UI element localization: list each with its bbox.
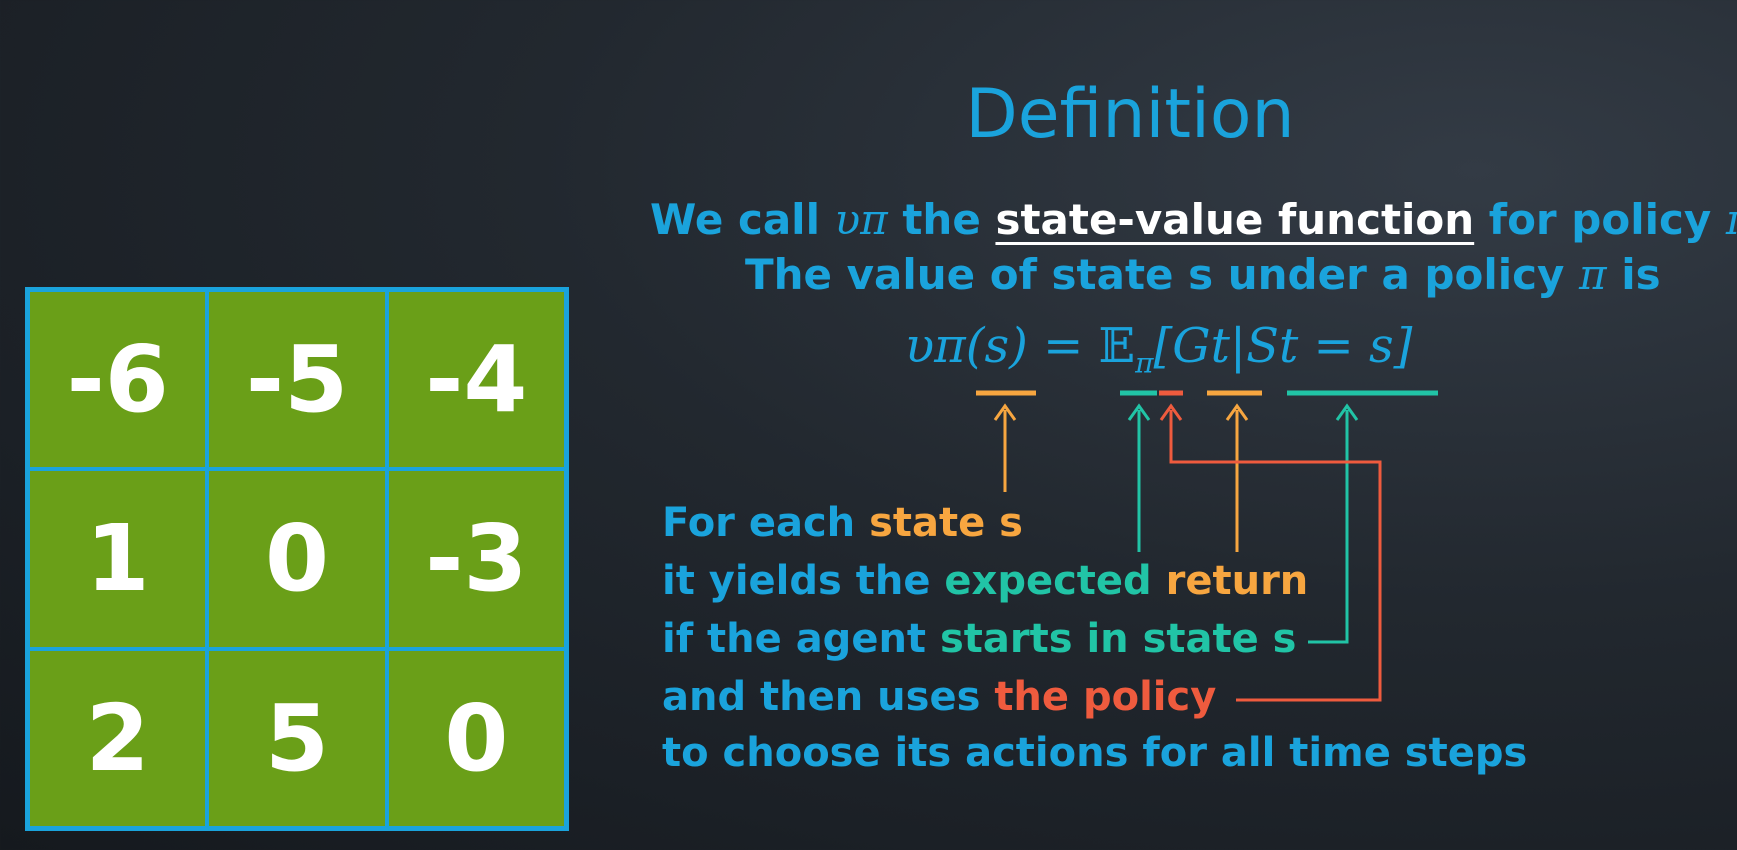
explanation-line-1: For each state s xyxy=(662,500,1023,546)
explanation-line-3: if the agent starts in state s xyxy=(662,616,1297,662)
arrow-the-policy xyxy=(1159,403,1382,702)
explanation-text: it yields the xyxy=(662,558,945,604)
definition-text: is xyxy=(1606,250,1661,299)
definition-line-1: We call υπ the state-value function for … xyxy=(650,195,1737,244)
value-grid: -6 -5 -4 1 0 -3 2 5 0 xyxy=(25,287,569,831)
explanation-line-5: to choose its actions for all time steps xyxy=(662,730,1528,776)
grid-cell: 1 xyxy=(28,469,208,649)
arrow-state xyxy=(993,403,1017,492)
arrow-expected xyxy=(1127,403,1151,552)
grid-cell: 2 xyxy=(28,648,208,828)
state-value-equation: υπ(s) = 𝔼π[Gt|St = s] xyxy=(905,318,1412,380)
equation-lhs: υπ(s) = xyxy=(905,318,1099,374)
arrow-return xyxy=(1225,403,1249,552)
explanation-text: and then uses xyxy=(662,674,995,720)
definition-text: for policy xyxy=(1474,195,1726,244)
grid-cell: -6 xyxy=(28,290,208,470)
value-symbol: υπ xyxy=(834,195,888,244)
grid-cell: 5 xyxy=(207,648,387,828)
grid-cell: -5 xyxy=(207,290,387,470)
slide-title: Definition xyxy=(965,75,1295,154)
explanation-text: For each xyxy=(662,500,870,546)
arrow-starts-in-state xyxy=(1308,403,1359,644)
definition-text: The value of state s under a policy xyxy=(745,250,1580,299)
state-value-function-term: state-value function xyxy=(995,195,1475,244)
highlight-starts-in-state: starts in state s xyxy=(939,616,1297,662)
equation-rhs: [Gt|St = s] xyxy=(1153,318,1413,374)
explanation-line-2: it yields the expected return xyxy=(662,558,1308,604)
definition-text: the xyxy=(887,195,996,244)
definition-line-2: The value of state s under a policy π is xyxy=(745,250,1661,299)
grid-cell: 0 xyxy=(207,469,387,649)
grid-cell: 0 xyxy=(386,648,566,828)
grid-cell: -3 xyxy=(386,469,566,649)
policy-symbol: π xyxy=(1726,195,1737,244)
grid-cell: -4 xyxy=(386,290,566,470)
highlight-state-s: state s xyxy=(869,500,1023,546)
highlight-expected: expected xyxy=(944,558,1152,604)
policy-symbol: π xyxy=(1579,250,1607,299)
expectation-symbol: 𝔼 xyxy=(1098,318,1136,374)
definition-text: We call xyxy=(650,195,835,244)
explanation-line-4: and then uses the policy xyxy=(662,674,1216,720)
highlight-the-policy: the policy xyxy=(994,674,1217,720)
explanation-text: if the agent xyxy=(662,616,940,662)
highlight-return: return xyxy=(1151,558,1309,604)
expectation-subscript: π xyxy=(1135,346,1154,380)
